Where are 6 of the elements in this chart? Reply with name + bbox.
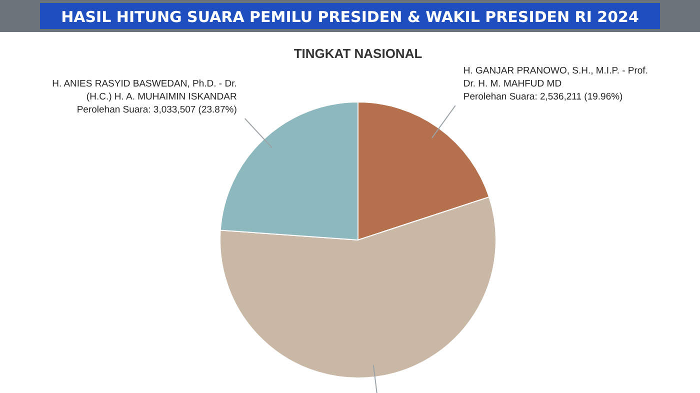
data-label: Perolehan Suara: 3,033,507 (23.87%)	[76, 104, 237, 116]
chart-subtitle: TINGKAT NASIONAL	[294, 46, 422, 61]
slice-label: H. GANJAR PRANOWO, S.H., M.I.P. - Prof. Dr. H. M. MAHFUD MD	[463, 66, 648, 90]
chart-title: HASIL HITUNG SUARA PEMILU PRESIDEN & WAKIL PRESIDEN RI 2024	[61, 8, 639, 26]
slice-label: H. ANIES RASYID BASWEDAN, Ph.D. - Dr. (H.C.) H. A. MUHAIMIN ISKANDAR	[52, 78, 237, 103]
data-label: Perolehan Suara: 2,536,211 (19.96%)	[463, 92, 623, 103]
